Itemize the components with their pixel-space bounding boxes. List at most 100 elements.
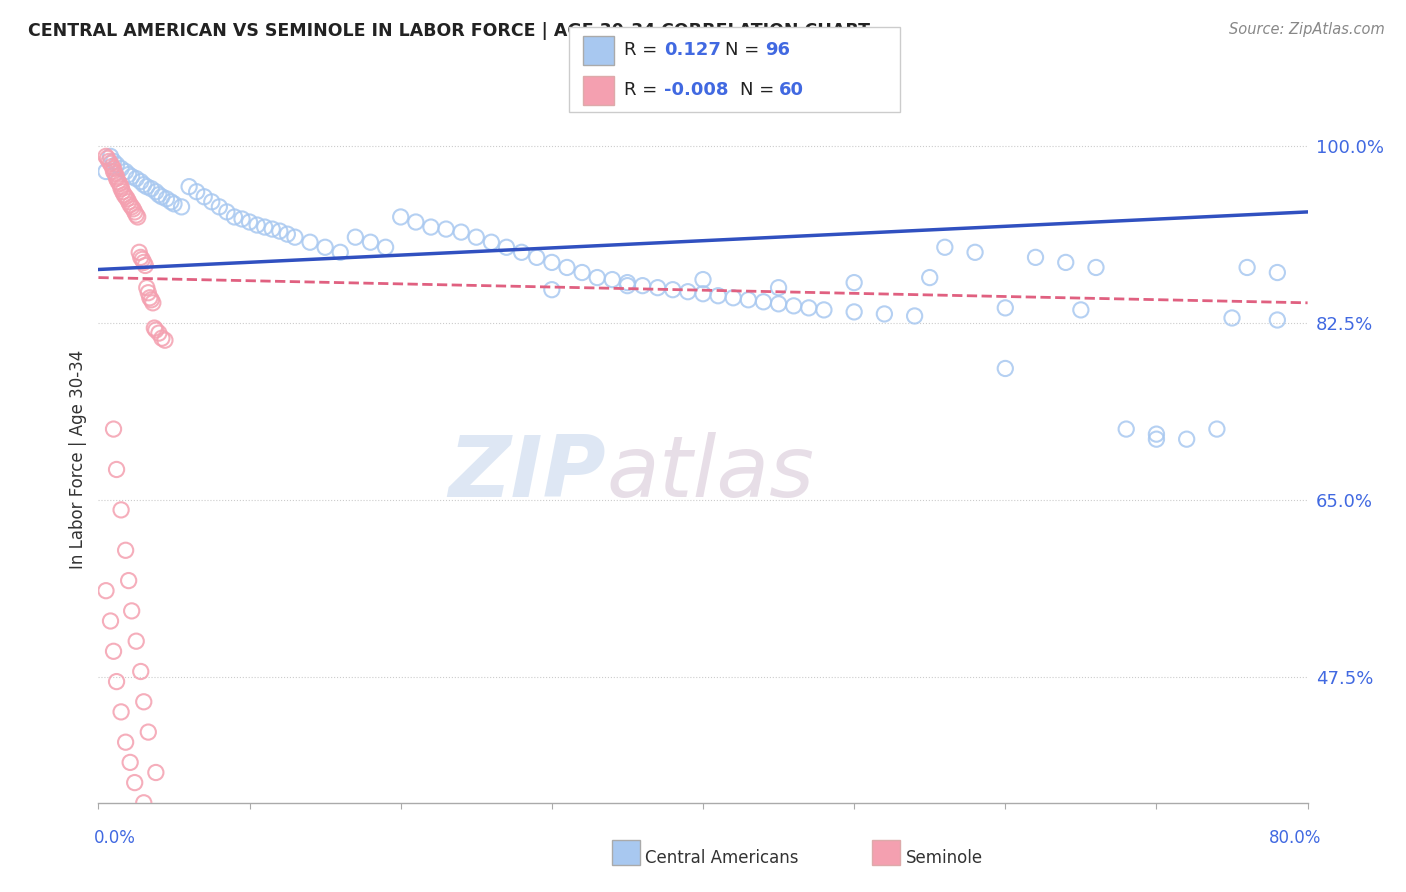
Point <box>647 281 669 295</box>
Point <box>105 169 128 184</box>
Point <box>132 178 155 192</box>
Point <box>136 285 159 300</box>
Text: R =: R = <box>624 42 658 60</box>
Point <box>201 194 224 209</box>
Point <box>103 161 125 176</box>
Point <box>1070 302 1092 317</box>
Point <box>105 462 128 476</box>
Point <box>111 185 134 199</box>
Point <box>132 695 155 709</box>
Point <box>215 205 238 219</box>
Point <box>374 240 396 254</box>
Point <box>153 333 176 347</box>
Point <box>1267 313 1289 327</box>
Point <box>101 160 124 174</box>
Point <box>105 171 128 186</box>
Point <box>555 260 578 275</box>
Point <box>752 294 775 309</box>
Point <box>329 245 352 260</box>
Point <box>676 285 699 299</box>
Point <box>1144 432 1167 446</box>
Point <box>1220 310 1243 325</box>
Point <box>918 270 941 285</box>
Point <box>124 205 146 219</box>
Point <box>121 604 143 618</box>
Point <box>118 194 141 209</box>
Point <box>129 251 152 265</box>
Point <box>405 215 427 229</box>
Text: 0.127: 0.127 <box>664 42 720 60</box>
Point <box>481 235 503 250</box>
Point <box>141 293 163 307</box>
Point <box>434 222 457 236</box>
Point <box>118 574 141 588</box>
Point <box>904 309 927 323</box>
Text: 0.0%: 0.0% <box>94 830 136 847</box>
Point <box>1054 255 1077 269</box>
Text: 96: 96 <box>765 42 790 60</box>
Point <box>768 297 790 311</box>
Point <box>125 208 148 222</box>
Point <box>121 169 143 184</box>
Point <box>586 270 609 285</box>
Point <box>284 230 307 244</box>
Point <box>1236 260 1258 275</box>
Point <box>110 503 132 517</box>
Point <box>253 220 276 235</box>
Point <box>389 210 412 224</box>
Point <box>224 210 246 224</box>
Point <box>1115 422 1137 436</box>
Point <box>132 796 155 810</box>
Text: N =: N = <box>725 42 759 60</box>
Point <box>96 152 118 166</box>
Point <box>231 212 253 227</box>
Point <box>125 634 148 648</box>
Point <box>141 182 163 196</box>
Point <box>783 299 806 313</box>
Point <box>120 198 142 212</box>
Point <box>314 240 336 254</box>
Point <box>526 251 548 265</box>
Point <box>105 157 128 171</box>
Point <box>145 323 167 337</box>
Point <box>129 665 152 679</box>
Point <box>465 230 488 244</box>
Point <box>1024 251 1046 265</box>
Point <box>160 194 183 209</box>
Point <box>103 154 125 169</box>
Text: 80.0%: 80.0% <box>1270 830 1322 847</box>
Point <box>262 222 284 236</box>
Point <box>1144 427 1167 442</box>
Point <box>873 307 896 321</box>
Point <box>94 583 117 598</box>
Point <box>179 179 201 194</box>
Point <box>135 179 157 194</box>
Point <box>193 190 215 204</box>
Point <box>246 218 269 232</box>
Point <box>965 245 987 260</box>
Point <box>420 220 443 235</box>
Point <box>125 171 148 186</box>
Point <box>150 331 173 345</box>
Point <box>571 266 593 280</box>
Point <box>450 225 472 239</box>
Point <box>723 291 745 305</box>
Point <box>103 644 125 658</box>
Point <box>112 187 135 202</box>
Point <box>148 187 170 202</box>
Point <box>510 245 533 260</box>
Point <box>707 289 730 303</box>
Point <box>120 756 142 770</box>
Point <box>616 276 638 290</box>
Point <box>132 255 155 269</box>
Point <box>98 154 121 169</box>
Point <box>269 224 291 238</box>
Point <box>143 321 166 335</box>
Point <box>1085 260 1108 275</box>
Point <box>797 301 820 315</box>
Point <box>115 192 138 206</box>
Point <box>145 765 167 780</box>
Text: atlas: atlas <box>606 432 814 515</box>
Point <box>145 185 167 199</box>
Point <box>107 175 129 189</box>
